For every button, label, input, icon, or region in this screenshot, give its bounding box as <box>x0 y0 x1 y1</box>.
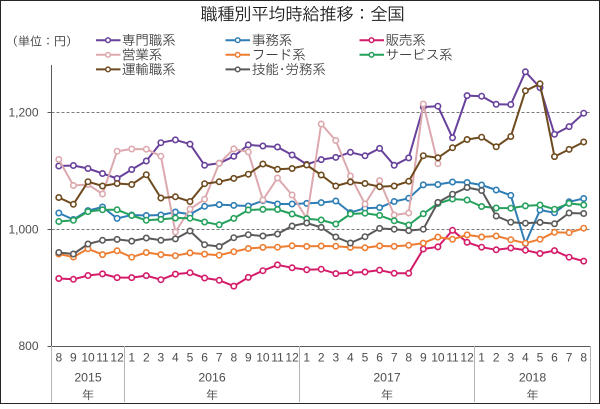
svg-text:11: 11 <box>96 351 109 365</box>
svg-text:12: 12 <box>460 351 474 365</box>
svg-text:2016: 2016 <box>198 371 226 385</box>
svg-text:1: 1 <box>128 351 135 365</box>
svg-text:800: 800 <box>18 339 38 353</box>
svg-text:2: 2 <box>493 351 500 365</box>
svg-text:2018: 2018 <box>519 371 547 385</box>
svg-text:11: 11 <box>446 351 459 365</box>
svg-text:6: 6 <box>376 351 383 365</box>
svg-text:2: 2 <box>143 351 150 365</box>
svg-text:7: 7 <box>391 351 398 365</box>
svg-text:12: 12 <box>285 351 299 365</box>
svg-text:2017: 2017 <box>373 371 401 385</box>
svg-text:4: 4 <box>522 351 529 365</box>
svg-text:5: 5 <box>187 351 194 365</box>
svg-text:7: 7 <box>216 351 223 365</box>
svg-text:1,200: 1,200 <box>8 105 38 119</box>
svg-text:5: 5 <box>537 351 544 365</box>
svg-text:8: 8 <box>230 351 237 365</box>
svg-text:2: 2 <box>318 351 325 365</box>
svg-text:10: 10 <box>256 351 270 365</box>
svg-text:3: 3 <box>158 351 165 365</box>
svg-text:6: 6 <box>201 351 208 365</box>
svg-text:9: 9 <box>245 351 252 365</box>
svg-text:5: 5 <box>362 351 369 365</box>
svg-text:10: 10 <box>81 351 95 365</box>
svg-text:6: 6 <box>551 351 558 365</box>
svg-text:4: 4 <box>172 351 179 365</box>
svg-text:4: 4 <box>347 351 354 365</box>
svg-text:2015: 2015 <box>74 371 102 385</box>
svg-text:9: 9 <box>70 351 77 365</box>
svg-text:1: 1 <box>303 351 310 365</box>
svg-text:3: 3 <box>507 351 514 365</box>
svg-text:1: 1 <box>478 351 485 365</box>
svg-text:10: 10 <box>431 351 445 365</box>
svg-text:3: 3 <box>332 351 339 365</box>
svg-text:9: 9 <box>420 351 427 365</box>
svg-text:8: 8 <box>55 351 62 365</box>
svg-text:1,000: 1,000 <box>8 222 38 236</box>
svg-text:8: 8 <box>580 351 587 365</box>
svg-text:8: 8 <box>405 351 412 365</box>
svg-text:12: 12 <box>110 351 124 365</box>
svg-text:11: 11 <box>271 351 284 365</box>
svg-text:7: 7 <box>566 351 573 365</box>
